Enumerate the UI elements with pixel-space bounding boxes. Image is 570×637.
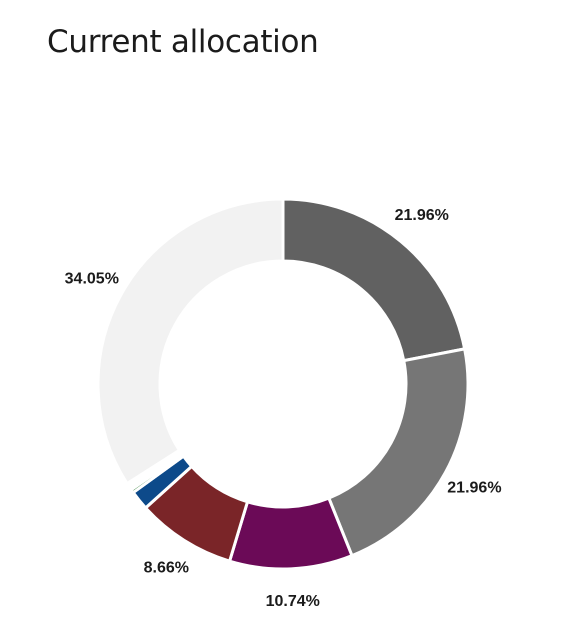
donut-slice-2[interactable]	[227, 496, 354, 571]
slice-data-label-3: 8.66%	[144, 559, 189, 576]
slice-data-label-1: 21.96%	[447, 480, 501, 497]
donut-slice-9[interactable]	[96, 197, 285, 486]
slice-data-label-9: 34.05%	[65, 270, 119, 287]
donut-slice-1[interactable]	[326, 347, 470, 558]
slice-data-label-0: 21.96%	[395, 207, 449, 224]
page-title: Current allocation	[47, 24, 319, 60]
slice-data-label-2: 10.74%	[266, 593, 320, 610]
